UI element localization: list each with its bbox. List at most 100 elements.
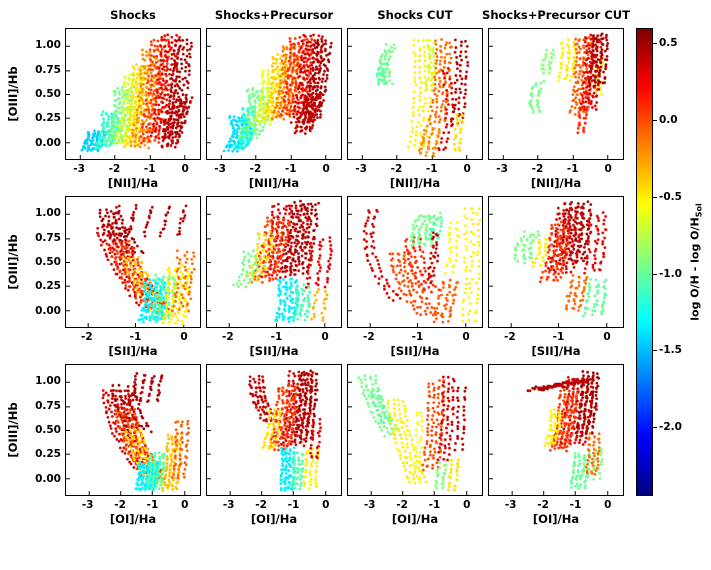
colorbar-tick-mark [653, 350, 657, 351]
x-axis-label: [OI]/Ha [250, 512, 298, 526]
x-tick-label: -3 [73, 163, 85, 175]
x-tick-label: 0 [321, 331, 329, 343]
x-axis-label: [SII]/Ha [249, 344, 299, 358]
x-tick-label: 0 [181, 163, 189, 175]
x-axis-label: [OI]/Ha [532, 512, 580, 526]
colorbar-label-subscript: Sol [694, 203, 704, 218]
scatter-panel-r2c2 [347, 364, 483, 496]
scatter-canvas [348, 197, 482, 327]
x-tick-label: 0 [462, 331, 470, 343]
x-tick-label: -1 [146, 499, 159, 511]
scatter-panel-r1c1 [206, 196, 342, 328]
scatter-canvas [348, 365, 482, 495]
colorbar-tick-mark [653, 427, 657, 428]
x-axis-label: [OI]/Ha [391, 512, 439, 526]
x-tick-label: 0 [180, 331, 188, 343]
scatter-canvas [66, 29, 200, 159]
x-tick-label: -3 [355, 163, 367, 175]
x-tick-label: -2 [396, 499, 408, 511]
x-tick-label: -1 [129, 331, 142, 343]
x-tick-label: -2 [531, 163, 544, 175]
x-axis-label: [SII]/Ha [531, 344, 581, 358]
x-tick-label: -2 [504, 331, 516, 343]
y-tick-label: 0.50 [35, 256, 61, 268]
y-axis-label: [OIII]/Hb [6, 66, 20, 122]
scatter-canvas [207, 197, 341, 327]
x-axis-label: [NII]/Ha [248, 176, 300, 190]
x-tick-label: -3 [222, 499, 235, 511]
x-tick-label: -1 [566, 163, 579, 175]
y-tick-label: 0.00 [35, 304, 61, 317]
colorbar-tick-mark [653, 43, 657, 44]
x-tick-label: 0 [604, 499, 612, 511]
x-axis-label: [NII]/Ha [389, 176, 441, 190]
x-tick-label: -1 [287, 499, 300, 511]
y-axis-label: [OIII]/Hb [6, 234, 20, 290]
y-tick-label: 0.00 [35, 136, 61, 149]
scatter-canvas [66, 197, 200, 327]
colorbar-tick-label: 0.0 [659, 114, 678, 127]
colorbar-label-text: log O/H - log O/H [688, 217, 702, 321]
y-axis-label: [OIII]/Hb [6, 402, 20, 458]
y-tick-label: 0.75 [35, 231, 61, 244]
x-tick-label: -3 [214, 163, 226, 175]
scatter-panel-r2c3 [488, 364, 624, 496]
y-tick-label: 0.25 [35, 112, 61, 125]
x-axis-label: [SII]/Ha [390, 344, 440, 358]
x-tick-label: -1 [569, 499, 582, 511]
scatter-panel-r0c3 [488, 28, 624, 160]
x-tick-label: -2 [222, 331, 234, 343]
scatter-panel-r0c0 [65, 28, 201, 160]
x-tick-label: -3 [363, 499, 376, 511]
colorbar-tick-mark [653, 120, 657, 121]
scatter-panel-r2c1 [206, 364, 342, 496]
x-axis-label: [NII]/Ha [530, 176, 582, 190]
y-tick-label: 0.50 [35, 424, 61, 436]
column-title: Shocks CUT [377, 8, 453, 22]
column-title: Shocks [110, 8, 156, 22]
x-tick-label: -2 [114, 499, 126, 511]
column-title: Shocks+Precursor [214, 8, 334, 22]
x-tick-label: 0 [322, 163, 330, 175]
colorbar-tick-label: 0.5 [659, 37, 678, 50]
scatter-canvas [207, 365, 341, 495]
x-tick-label: -2 [108, 163, 121, 175]
y-tick-label: 0.75 [35, 399, 61, 412]
x-tick-label: -2 [390, 163, 403, 175]
scatter-canvas [66, 365, 200, 495]
x-tick-label: 0 [604, 163, 612, 175]
y-tick-label: 0.25 [35, 448, 61, 461]
colorbar-tick-label: -0.5 [659, 190, 682, 203]
x-axis-label: [OI]/Ha [109, 512, 157, 526]
scatter-panel-r0c2 [347, 28, 483, 160]
column-title: Shocks+Precursor CUT [482, 8, 630, 22]
x-tick-label: -1 [270, 331, 283, 343]
x-tick-label: -1 [552, 331, 565, 343]
scatter-panel-r0c1 [206, 28, 342, 160]
scatter-canvas [489, 365, 623, 495]
y-tick-label: 1.00 [35, 375, 61, 388]
x-tick-label: -1 [425, 163, 438, 175]
y-tick-label: 0.00 [35, 472, 61, 485]
scatter-canvas [489, 197, 623, 327]
x-tick-label: -2 [249, 163, 262, 175]
x-tick-label: -3 [496, 163, 508, 175]
x-tick-label: -1 [284, 163, 297, 175]
y-tick-label: 0.75 [35, 63, 61, 76]
colorbar-tick-label: -1.0 [659, 267, 682, 280]
scatter-canvas [207, 29, 341, 159]
y-tick-label: 1.00 [35, 207, 61, 220]
x-tick-label: -1 [411, 331, 424, 343]
colorbar-tick-label: -2.0 [659, 420, 682, 433]
x-tick-label: 0 [181, 499, 189, 511]
colorbar-tick-label: -1.5 [659, 344, 682, 357]
colorbar-label: log O/H - log O/HSol [688, 203, 703, 320]
x-tick-label: 0 [322, 499, 330, 511]
y-tick-label: 1.00 [35, 39, 61, 52]
scatter-canvas [489, 29, 623, 159]
x-tick-label: 0 [603, 331, 611, 343]
x-axis-label: [SII]/Ha [108, 344, 158, 358]
x-tick-label: 0 [463, 499, 471, 511]
scatter-canvas [348, 29, 482, 159]
x-tick-label: -1 [428, 499, 441, 511]
